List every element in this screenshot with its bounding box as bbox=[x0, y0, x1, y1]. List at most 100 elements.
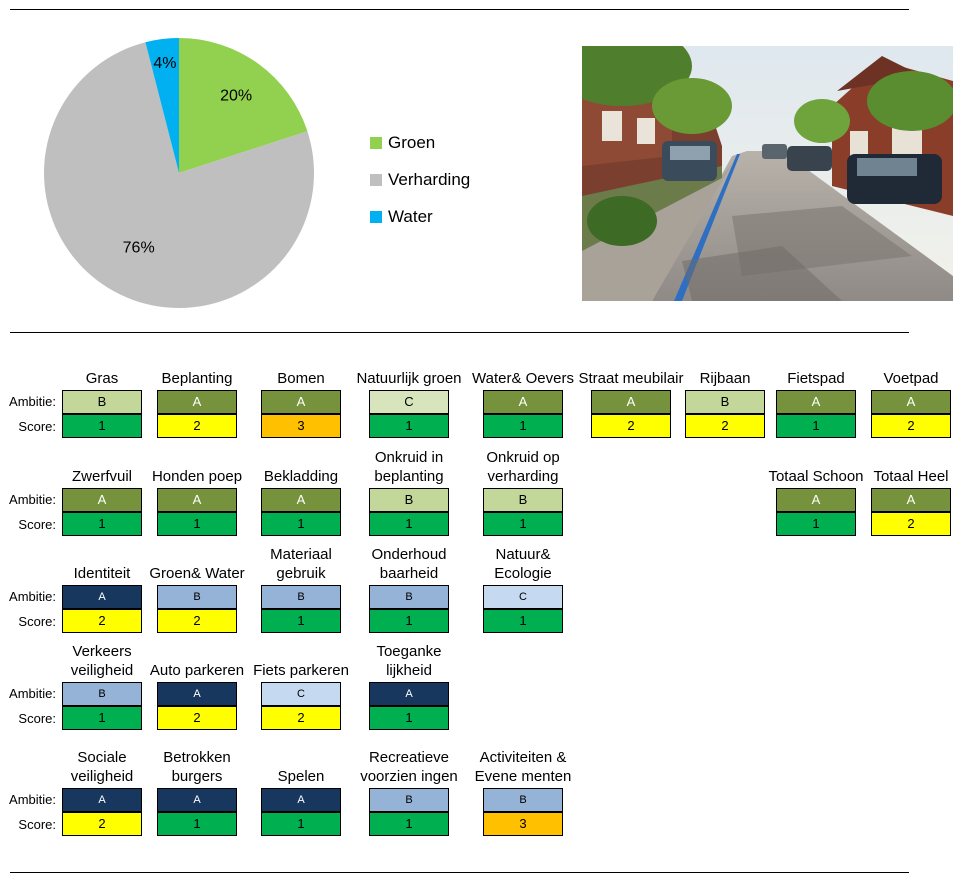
category-title-activiteiten-evene-menten: Activiteiten & Evene menten bbox=[474, 749, 572, 785]
category-title-onkruid-in-beplanting: Onkruid in beplanting bbox=[374, 449, 444, 485]
category-title-fietspad: Fietspad bbox=[787, 370, 845, 387]
ambitie-cell-water-oevers: A bbox=[483, 390, 563, 414]
score-cell-onderhoud-baarheid: 1 bbox=[369, 609, 449, 633]
pie-legend: Groen Verharding Water bbox=[370, 124, 470, 235]
pie-slice-groen bbox=[179, 38, 308, 173]
ambitie-cell-toeganke-lijkheid: A bbox=[369, 682, 449, 706]
bottom-rule bbox=[10, 872, 909, 873]
ambitie-cell-spelen: A bbox=[261, 788, 341, 812]
category-title-natuur-ecologie: Natuur& Ecologie bbox=[494, 546, 552, 582]
ambitie-cell-onderhoud-baarheid: B bbox=[369, 585, 449, 609]
category-title-voetpad: Voetpad bbox=[883, 370, 939, 387]
row-label-score: Score: bbox=[18, 419, 56, 434]
score-cell-sociale-veiligheid: 2 bbox=[62, 812, 142, 836]
ambitie-cell-beplanting: A bbox=[157, 390, 237, 414]
score-cell-fietspad: 1 bbox=[776, 414, 856, 438]
ambitie-cell-totaal-schoon: A bbox=[776, 488, 856, 512]
score-cell-activiteiten-evene-menten: 3 bbox=[483, 812, 563, 836]
pie-label-groen: 20% bbox=[220, 87, 252, 104]
ambitie-cell-verkeers-veiligheid: B bbox=[62, 682, 142, 706]
ambitie-cell-rijbaan: B bbox=[685, 390, 765, 414]
score-cell-zwerfvuil: 1 bbox=[62, 512, 142, 536]
category-title-water-oevers: Water& Oevers bbox=[472, 370, 574, 387]
score-cell-beplanting: 2 bbox=[157, 414, 237, 438]
ambitie-cell-groen-water: B bbox=[157, 585, 237, 609]
row-label-score: Score: bbox=[18, 711, 56, 726]
category-title-sociale-veiligheid: Sociale veiligheid bbox=[70, 749, 134, 785]
ambitie-cell-voetpad: A bbox=[871, 390, 951, 414]
ambitie-cell-gras: B bbox=[62, 390, 142, 414]
legend-item-verharding: Verharding bbox=[370, 161, 470, 198]
category-title-recreatieve-voorzien-ingen: Recreatieve voorzien ingen bbox=[360, 749, 458, 785]
score-cell-water-oevers: 1 bbox=[483, 414, 563, 438]
pie-label-verharding: 76% bbox=[123, 239, 155, 256]
ambitie-cell-activiteiten-evene-menten: B bbox=[483, 788, 563, 812]
score-cell-verkeers-veiligheid: 1 bbox=[62, 706, 142, 730]
score-cell-groen-water: 2 bbox=[157, 609, 237, 633]
category-title-honden-poep: Honden poep bbox=[151, 468, 243, 485]
score-cell-toeganke-lijkheid: 1 bbox=[369, 706, 449, 730]
score-cell-fiets-parkeren: 2 bbox=[261, 706, 341, 730]
score-cell-totaal-heel: 2 bbox=[871, 512, 951, 536]
score-cell-voetpad: 2 bbox=[871, 414, 951, 438]
score-cell-onkruid-op-verharding: 1 bbox=[483, 512, 563, 536]
category-title-beplanting: Beplanting bbox=[161, 370, 233, 387]
legend-item-water: Water bbox=[370, 198, 470, 235]
score-cell-identiteit: 2 bbox=[62, 609, 142, 633]
ambitie-cell-natuur-ecologie: C bbox=[483, 585, 563, 609]
score-cell-bekladding: 1 bbox=[261, 512, 341, 536]
ambitie-cell-sociale-veiligheid: A bbox=[62, 788, 142, 812]
row-label-ambitie: Ambitie: bbox=[9, 686, 56, 701]
ambitie-cell-onkruid-in-beplanting: B bbox=[369, 488, 449, 512]
category-title-zwerfvuil: Zwerfvuil bbox=[71, 468, 132, 485]
pie-chart: 20% 76% 4% bbox=[44, 38, 315, 308]
row-label-ambitie: Ambitie: bbox=[9, 589, 56, 604]
legend-label: Water bbox=[388, 206, 433, 226]
score-cell-gras: 1 bbox=[62, 414, 142, 438]
row-label-score: Score: bbox=[18, 614, 56, 629]
row-label-score: Score: bbox=[18, 517, 56, 532]
legend-swatch bbox=[370, 173, 382, 186]
category-title-fiets-parkeren: Fiets parkeren bbox=[253, 662, 349, 679]
score-cell-spelen: 1 bbox=[261, 812, 341, 836]
ambitie-cell-fietspad: A bbox=[776, 390, 856, 414]
category-title-gras: Gras bbox=[85, 370, 119, 387]
ambitie-cell-totaal-heel: A bbox=[871, 488, 951, 512]
score-cell-natuurlijk-groen: 1 bbox=[369, 414, 449, 438]
category-title-totaal-schoon: Totaal Schoon bbox=[768, 468, 864, 485]
category-title-natuurlijk-groen: Natuurlijk groen bbox=[356, 370, 462, 387]
pie-label-water: 4% bbox=[153, 55, 176, 72]
score-cell-recreatieve-voorzien-ingen: 1 bbox=[369, 812, 449, 836]
legend-label: Groen bbox=[388, 132, 436, 152]
category-title-identiteit: Identiteit bbox=[73, 565, 131, 582]
category-title-straat-meubilair: Straat meubilair bbox=[578, 370, 684, 387]
category-title-auto-parkeren: Auto parkeren bbox=[149, 662, 245, 679]
row-label-ambitie: Ambitie: bbox=[9, 792, 56, 807]
category-title-onkruid-op-verharding: Onkruid op verharding bbox=[486, 449, 560, 485]
score-cell-auto-parkeren: 2 bbox=[157, 706, 237, 730]
score-cell-totaal-schoon: 1 bbox=[776, 512, 856, 536]
top-rule bbox=[10, 9, 909, 10]
legend-item-groen: Groen bbox=[370, 124, 470, 161]
row-label-score: Score: bbox=[18, 817, 56, 832]
category-title-betrokken-burgers: Betrokken burgers bbox=[163, 749, 231, 785]
score-cell-bomen: 3 bbox=[261, 414, 341, 438]
category-title-totaal-heel: Totaal Heel bbox=[873, 468, 949, 485]
ambitie-cell-honden-poep: A bbox=[157, 488, 237, 512]
row-label-ambitie: Ambitie: bbox=[9, 492, 56, 507]
ambitie-cell-natuurlijk-groen: C bbox=[369, 390, 449, 414]
middle-rule bbox=[10, 332, 909, 333]
score-cell-betrokken-burgers: 1 bbox=[157, 812, 237, 836]
category-title-groen-water: Groen& Water bbox=[149, 565, 245, 582]
street-photo bbox=[582, 46, 953, 301]
legend-label: Verharding bbox=[388, 169, 471, 189]
score-cell-natuur-ecologie: 1 bbox=[483, 609, 563, 633]
category-title-verkeers-veiligheid: Verkeers veiligheid bbox=[70, 643, 134, 679]
category-title-toeganke-lijkheid: Toeganke lijkheid bbox=[376, 643, 442, 679]
pie-slice-verharding bbox=[44, 42, 315, 308]
category-title-rijbaan: Rijbaan bbox=[699, 370, 751, 387]
category-title-bomen: Bomen bbox=[277, 370, 325, 387]
ambitie-cell-onkruid-op-verharding: B bbox=[483, 488, 563, 512]
ambitie-cell-bekladding: A bbox=[261, 488, 341, 512]
category-title-onderhoud-baarheid: Onderhoud baarheid bbox=[371, 546, 447, 582]
